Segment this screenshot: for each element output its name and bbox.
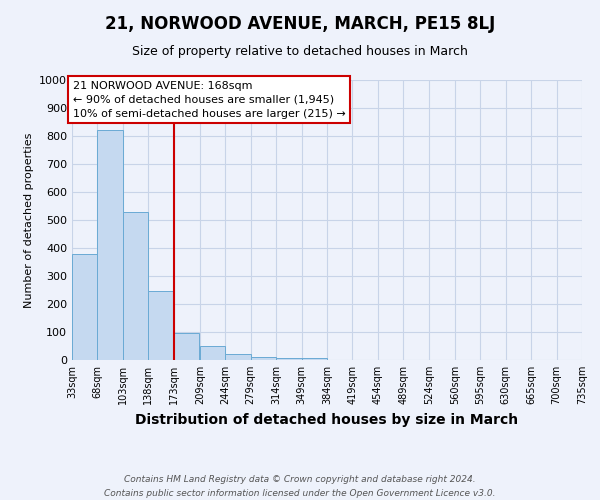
Text: 21 NORWOOD AVENUE: 168sqm
← 90% of detached houses are smaller (1,945)
10% of se: 21 NORWOOD AVENUE: 168sqm ← 90% of detac… (73, 80, 346, 118)
Bar (148, 292, 174, 360)
Y-axis label: Number of detached properties: Number of detached properties (23, 132, 34, 308)
Bar (251, 356, 276, 360)
Text: Contains HM Land Registry data © Crown copyright and database right 2024.
Contai: Contains HM Land Registry data © Crown c… (104, 476, 496, 498)
Bar (302, 358, 327, 360)
Bar (225, 354, 251, 360)
Text: Size of property relative to detached houses in March: Size of property relative to detached ho… (132, 45, 468, 58)
Bar (97, 130, 123, 360)
Bar (200, 346, 225, 360)
Text: 21, NORWOOD AVENUE, MARCH, PE15 8LJ: 21, NORWOOD AVENUE, MARCH, PE15 8LJ (105, 15, 495, 33)
X-axis label: Distribution of detached houses by size in March: Distribution of detached houses by size … (136, 412, 518, 426)
Bar (276, 358, 302, 360)
Bar (174, 334, 199, 360)
Bar (123, 212, 148, 360)
Bar (72, 254, 97, 360)
